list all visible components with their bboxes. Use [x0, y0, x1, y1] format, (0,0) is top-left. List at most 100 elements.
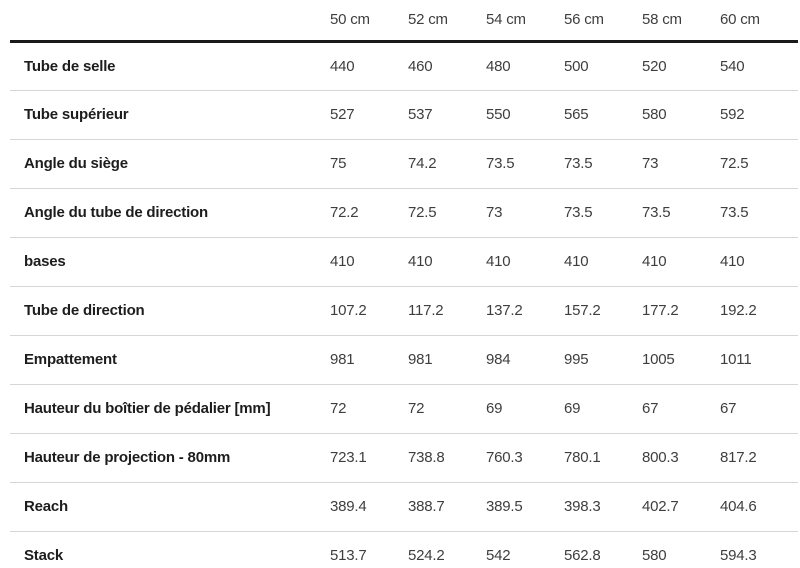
row-label: Reach: [10, 482, 330, 532]
corner-cell: [10, 0, 330, 43]
cell-value: 594.3: [720, 531, 798, 568]
cell-value: 398.3: [564, 482, 642, 532]
cell-value: 500: [564, 41, 642, 91]
cell-value: 404.6: [720, 482, 798, 532]
row-label: Hauteur de projection - 80mm: [10, 433, 330, 483]
cell-value: 723.1: [330, 433, 408, 483]
cell-value: 107.2: [330, 286, 408, 336]
cell-value: 389.4: [330, 482, 408, 532]
cell-value: 73.5: [720, 188, 798, 238]
column-header-60cm: 60 cm: [720, 0, 798, 43]
row-label: Angle du tube de direction: [10, 188, 330, 238]
cell-value: 72.2: [330, 188, 408, 238]
cell-value: 410: [720, 237, 798, 287]
cell-value: 780.1: [564, 433, 642, 483]
cell-value: 72.5: [408, 188, 486, 238]
cell-value: 74.2: [408, 139, 486, 189]
table-row: Hauteur du boîtier de pédalier [mm] 72 72 6…: [10, 384, 798, 434]
column-header-52cm: 52 cm: [408, 0, 486, 43]
cell-value: 177.2: [642, 286, 720, 336]
cell-value: 388.7: [408, 482, 486, 532]
cell-value: 565: [564, 90, 642, 140]
row-label: Angle du siège: [10, 139, 330, 189]
column-header-56cm: 56 cm: [564, 0, 642, 43]
cell-value: 580: [642, 531, 720, 568]
cell-value: 410: [564, 237, 642, 287]
table-row: Tube de selle 440 460 480 500 520 540: [10, 41, 798, 91]
cell-value: 73.5: [564, 139, 642, 189]
cell-value: 389.5: [486, 482, 564, 532]
cell-value: 1005: [642, 335, 720, 385]
cell-value: 527: [330, 90, 408, 140]
cell-value: 537: [408, 90, 486, 140]
cell-value: 69: [486, 384, 564, 434]
table-row: Empattement 981 981 984 995 1005 1011: [10, 335, 798, 385]
cell-value: 1011: [720, 335, 798, 385]
table-row: Tube de direction 107.2 117.2 137.2 157.2 177…: [10, 286, 798, 336]
cell-value: 73.5: [642, 188, 720, 238]
cell-value: 192.2: [720, 286, 798, 336]
geometry-table-container: 50 cm 52 cm 54 cm 56 cm 58 cm 60 cm Tube…: [10, 0, 798, 568]
cell-value: 995: [564, 335, 642, 385]
cell-value: 550: [486, 90, 564, 140]
row-label: Hauteur du boîtier de pédalier [mm]: [10, 384, 330, 434]
table-body: Tube de selle 440 460 480 500 520 540 Tube supé…: [10, 41, 798, 568]
cell-value: 410: [642, 237, 720, 287]
cell-value: 460: [408, 41, 486, 91]
cell-value: 67: [720, 384, 798, 434]
cell-value: 524.2: [408, 531, 486, 568]
column-header-54cm: 54 cm: [486, 0, 564, 43]
cell-value: 513.7: [330, 531, 408, 568]
row-label: Tube de direction: [10, 286, 330, 336]
cell-value: 117.2: [408, 286, 486, 336]
cell-value: 542: [486, 531, 564, 568]
cell-value: 800.3: [642, 433, 720, 483]
cell-value: 72: [408, 384, 486, 434]
cell-value: 73.5: [486, 139, 564, 189]
cell-value: 984: [486, 335, 564, 385]
table-row: Stack 513.7 524.2 542 562.8 580 594.3: [10, 531, 798, 568]
cell-value: 73: [486, 188, 564, 238]
column-header-58cm: 58 cm: [642, 0, 720, 43]
cell-value: 137.2: [486, 286, 564, 336]
table-row: bases 410 410 410 410 410 410: [10, 237, 798, 287]
geometry-table: 50 cm 52 cm 54 cm 56 cm 58 cm 60 cm Tube…: [10, 0, 798, 568]
cell-value: 580: [642, 90, 720, 140]
cell-value: 981: [408, 335, 486, 385]
cell-value: 67: [642, 384, 720, 434]
row-label: Empattement: [10, 335, 330, 385]
cell-value: 73.5: [564, 188, 642, 238]
cell-value: 72.5: [720, 139, 798, 189]
cell-value: 157.2: [564, 286, 642, 336]
header-row: 50 cm 52 cm 54 cm 56 cm 58 cm 60 cm: [10, 0, 798, 43]
table-row: Angle du tube de direction 72.2 72.5 73 73.5…: [10, 188, 798, 238]
table-row: Angle du siège 75 74.2 73.5 73.5 73 72.5: [10, 139, 798, 189]
table-row: Hauteur de projection - 80mm 723.1 738.8 76…: [10, 433, 798, 483]
row-label: Tube de selle: [10, 41, 330, 91]
table-header: 50 cm 52 cm 54 cm 56 cm 58 cm 60 cm: [10, 0, 798, 43]
cell-value: 817.2: [720, 433, 798, 483]
cell-value: 520: [642, 41, 720, 91]
row-label: Tube supérieur: [10, 90, 330, 140]
cell-value: 410: [486, 237, 564, 287]
cell-value: 73: [642, 139, 720, 189]
cell-value: 480: [486, 41, 564, 91]
cell-value: 760.3: [486, 433, 564, 483]
cell-value: 75: [330, 139, 408, 189]
row-label: bases: [10, 237, 330, 287]
cell-value: 410: [330, 237, 408, 287]
cell-value: 981: [330, 335, 408, 385]
table-row: Tube supérieur 527 537 550 565 580 592: [10, 90, 798, 140]
cell-value: 592: [720, 90, 798, 140]
cell-value: 72: [330, 384, 408, 434]
column-header-50cm: 50 cm: [330, 0, 408, 43]
cell-value: 402.7: [642, 482, 720, 532]
cell-value: 540: [720, 41, 798, 91]
cell-value: 562.8: [564, 531, 642, 568]
row-label: Stack: [10, 531, 330, 568]
cell-value: 69: [564, 384, 642, 434]
table-row: Reach 389.4 388.7 389.5 398.3 402.7 404.6: [10, 482, 798, 532]
cell-value: 440: [330, 41, 408, 91]
cell-value: 738.8: [408, 433, 486, 483]
cell-value: 410: [408, 237, 486, 287]
